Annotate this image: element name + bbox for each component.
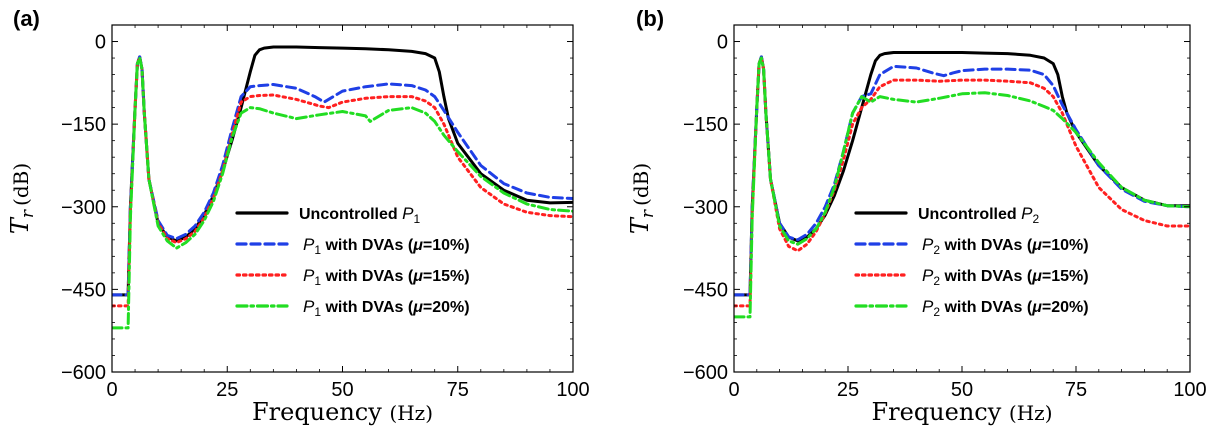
x-tick-label: 75 [1065,379,1087,401]
legend-entry-1: P1 with DVAs (μ=10%) [303,235,470,257]
x-tick-label: 75 [447,379,469,401]
legend-suffix: with DVAs ( [321,268,414,285]
legend-entry-2: P2 with DVAs (μ=15%) [922,266,1089,288]
y-axis-label-subscript: r [18,209,38,218]
y-tick-label: 0 [95,32,106,54]
legend-percent: =10%) [423,237,470,254]
series-line-2 [112,56,573,308]
legend-subscript: 2 [933,274,940,288]
y-axis-label-symbol: T [626,216,654,234]
legend-percent: =10%) [1042,237,1089,254]
legend-percent: =20%) [423,299,470,316]
legend-symbol: P [922,297,934,316]
legend-entry-3: P1 with DVAs (μ=20%) [303,297,470,319]
y-axis-label-unit: (dB) [629,163,653,206]
y-tick-label: −150 [683,114,728,136]
x-tick-label: 0 [728,379,739,401]
legend-subscript: 1 [314,274,321,288]
legend-subscript: 2 [933,305,940,319]
plot-frame [111,24,574,373]
legend-subscript: 1 [314,243,321,257]
chart-panel-b: 0 25 50 75 100 0 −150 −300 −450 −600 (b) Frequency … [626,6,1207,426]
y-tick-label: 0 [717,32,728,54]
series-line-0 [112,45,573,297]
y-tick-label: −600 [683,362,728,384]
series-line-3 [112,56,573,330]
legend-suffix: with DVAs ( [940,237,1033,254]
legend-subscript: 1 [314,305,321,319]
legend-symbol: P [1021,204,1033,223]
y-tick-label: −300 [61,197,106,219]
x-tick-label: 50 [951,379,973,401]
series-line-3 [734,56,1190,319]
legend-symbol: P [303,266,315,285]
legend-subscript: 2 [1032,212,1039,226]
x-tick-label: 0 [106,379,117,401]
x-axis-label-main: Frequency [871,398,1008,426]
legend-percent: =15%) [1042,268,1089,285]
y-axis-label-symbol: T [6,216,34,234]
legend-entry-0: Uncontrolled P2 [918,204,1039,226]
x-tick-label: 100 [556,379,589,401]
legend-percent: =15%) [423,268,470,285]
legend-mu: μ [1031,237,1042,254]
x-axis-label-main: Frequency [252,398,389,426]
legend-entry-1: P2 with DVAs (μ=10%) [922,235,1089,257]
series-line-1 [112,55,573,297]
y-axis-label: Tr (dB) [626,163,658,234]
y-tick-label: −450 [683,279,728,301]
x-axis-label: Frequency (Hz) [252,398,433,426]
series-line-0 [734,51,1190,297]
y-axis-label-subscript: r [638,209,658,218]
panel-label: (a) [13,6,40,31]
series-group [112,45,573,330]
legend-suffix: with DVAs ( [321,237,414,254]
y-axis-label-unit: (dB) [9,163,33,206]
chart-panel-a: 0 25 50 75 100 0 −150 −300 −450 −600 (a) Frequency … [6,6,590,426]
x-tick-label: 100 [1173,379,1206,401]
y-tick-label: −150 [61,114,106,136]
legend-symbol: P [303,235,315,254]
legend-mu: μ [412,299,423,316]
legend-suffix: with DVAs ( [940,299,1033,316]
legend-symbol: P [922,235,934,254]
legend-symbol: P [402,204,414,223]
x-axis-label-unit: (Hz) [1009,401,1053,425]
legend-suffix: with DVAs ( [321,299,414,316]
legend-subscript: 1 [413,212,420,226]
y-tick-label: −300 [683,197,728,219]
y-tick-label: −600 [61,362,106,384]
legend-entry-0: Uncontrolled P1 [299,204,420,226]
series-group [734,51,1190,319]
legend-percent: =20%) [1042,299,1089,316]
plot-frame [733,24,1191,373]
legend-mu: μ [1031,299,1042,316]
panel-label: (b) [636,6,664,31]
x-axis-label: Frequency (Hz) [871,398,1052,426]
legend-entry-2: P1 with DVAs (μ=15%) [303,266,470,288]
legend-symbol: P [303,297,315,316]
x-tick-label: 50 [331,379,353,401]
legend-symbol: P [922,266,934,285]
x-tick-label: 25 [216,379,238,401]
x-tick-label: 25 [837,379,859,401]
legend-entry-3: P2 with DVAs (μ=20%) [922,297,1089,319]
legend-mu: μ [1031,268,1042,285]
legend-suffix: with DVAs ( [940,268,1033,285]
x-axis-label-unit: (Hz) [389,401,433,425]
legend-mu: μ [412,237,423,254]
legend-prefix: Uncontrolled [918,206,1021,223]
y-axis-label: Tr (dB) [6,163,38,234]
legend-subscript: 2 [933,243,940,257]
legend-prefix: Uncontrolled [299,206,402,223]
legend-mu: μ [412,268,423,285]
y-tick-label: −450 [61,279,106,301]
